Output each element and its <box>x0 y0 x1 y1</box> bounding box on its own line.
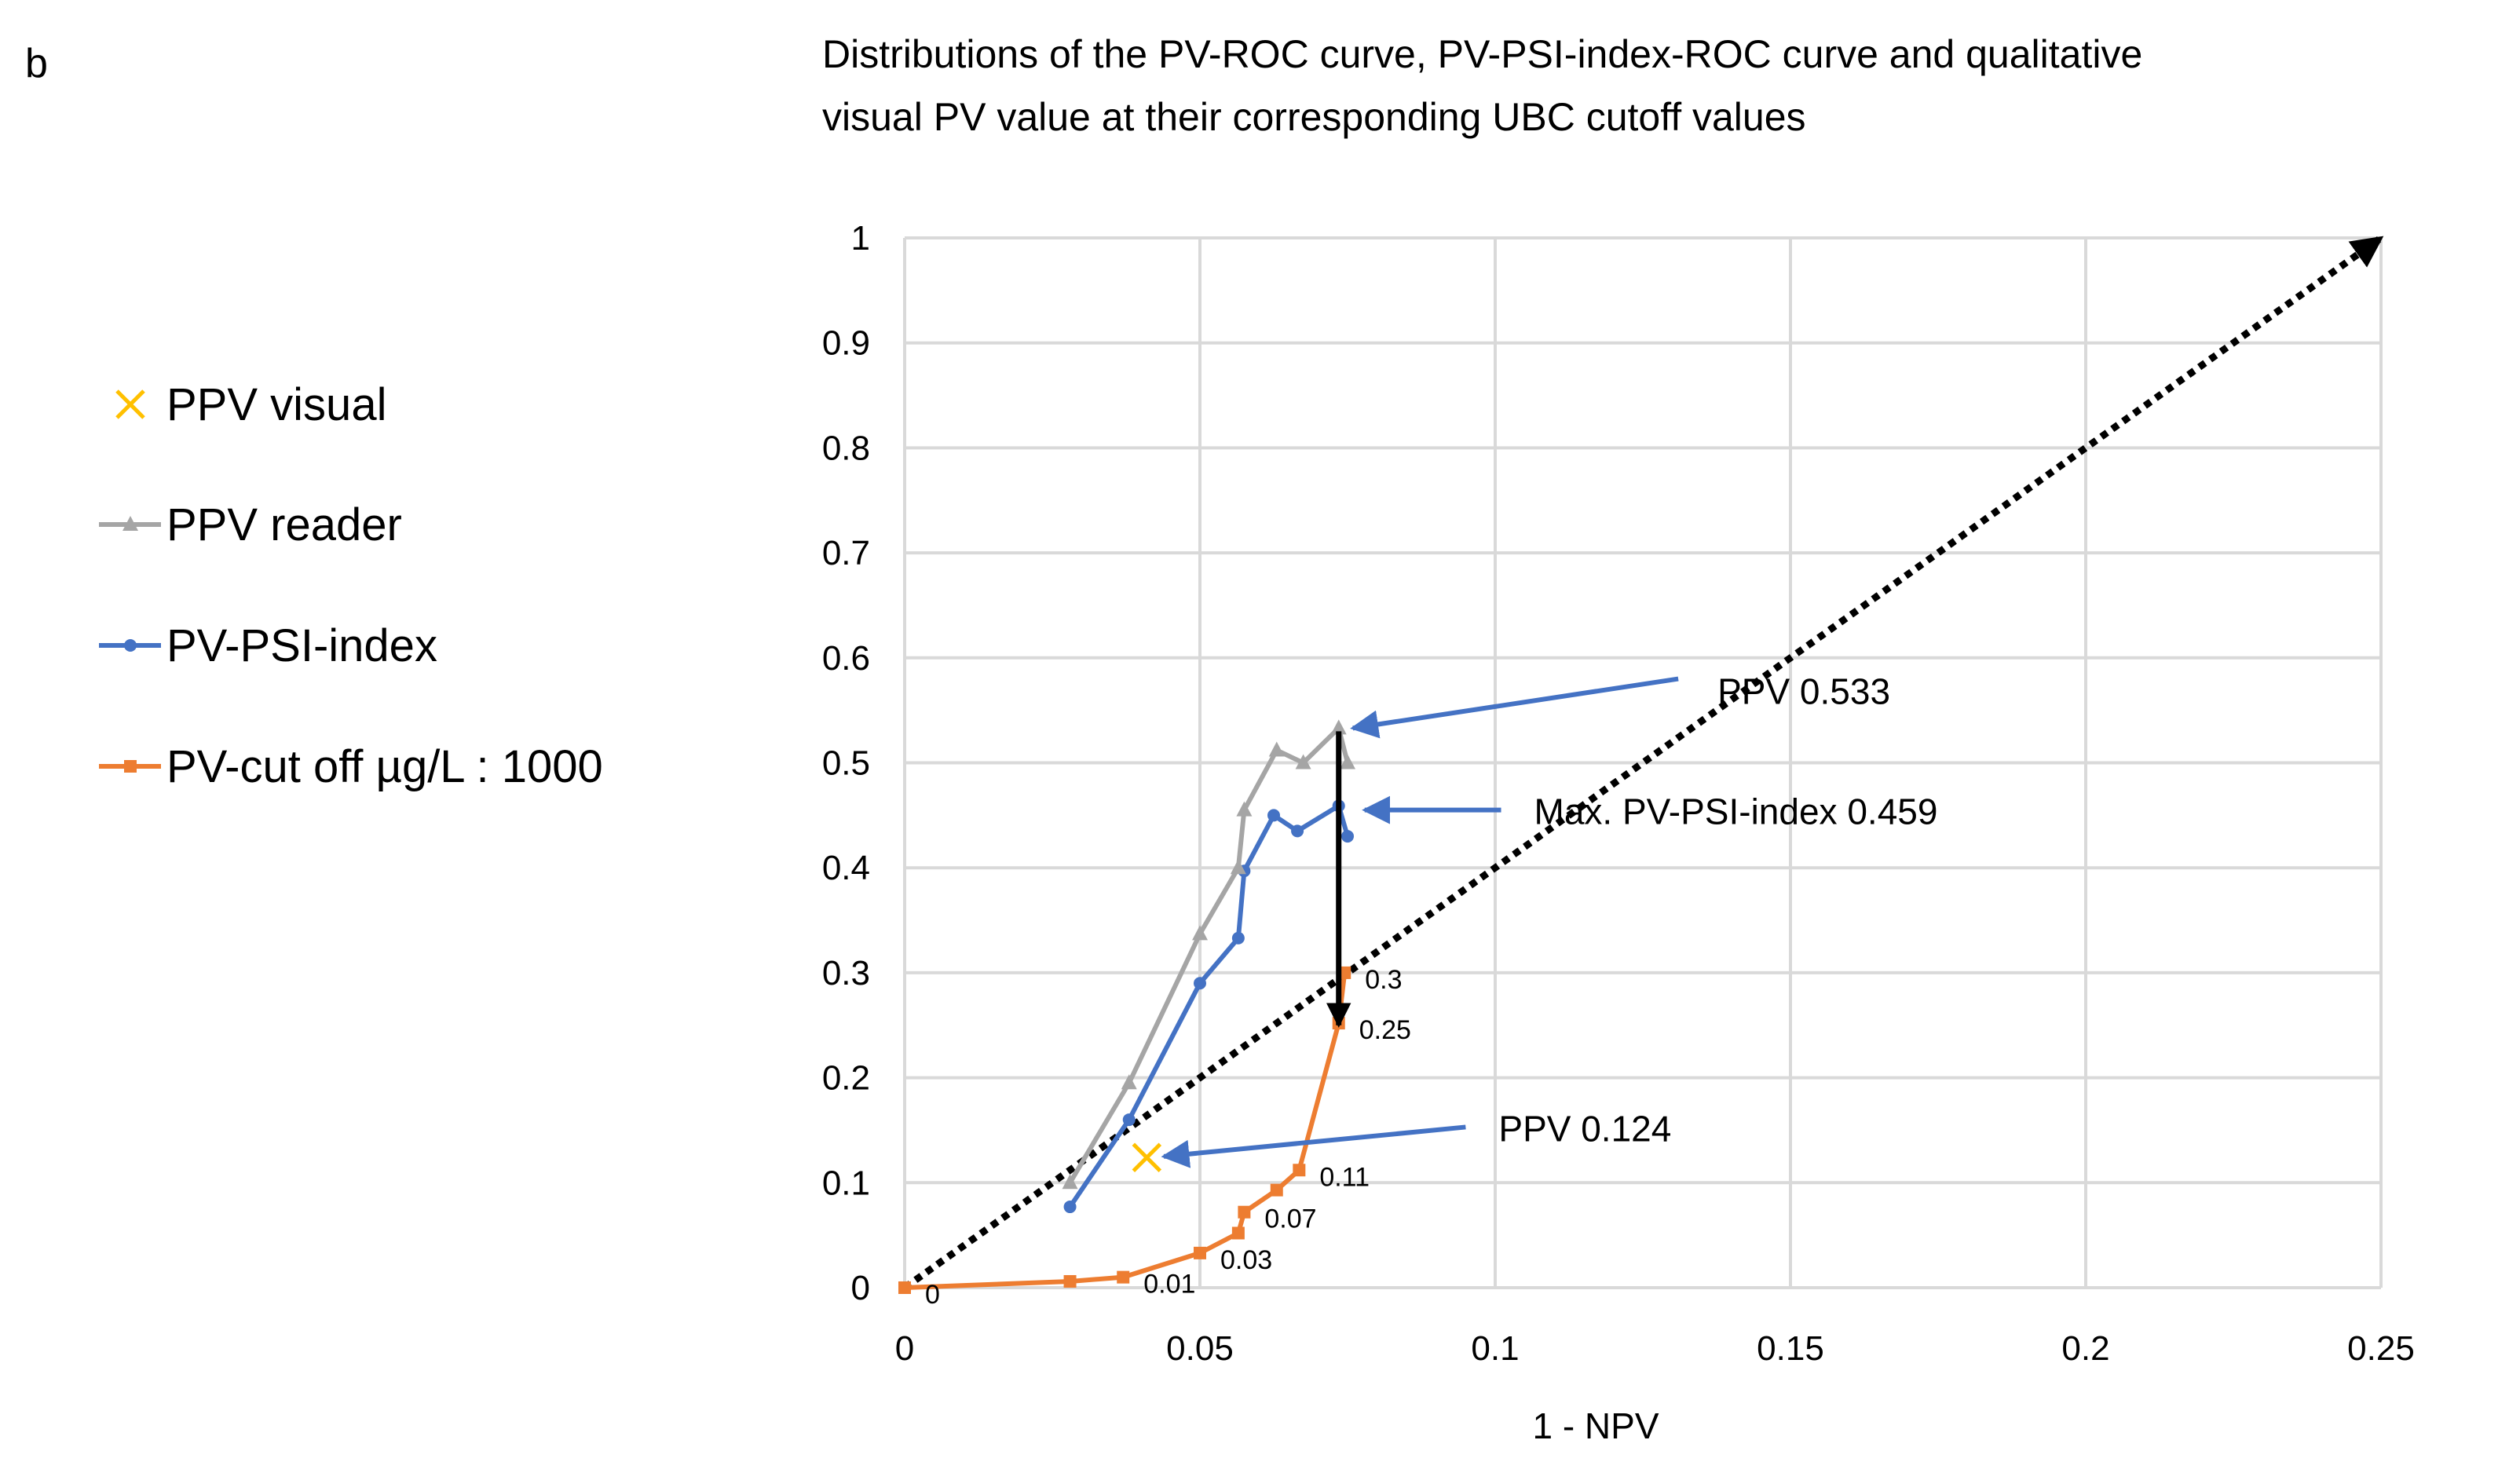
diagonal-reference <box>902 235 2384 1291</box>
legend-item: PV-PSI-index <box>99 620 437 671</box>
series-3 <box>898 966 1351 1294</box>
chart-title-line-2: visual PV value at their corresponding U… <box>822 95 1806 139</box>
series-group <box>898 719 1355 1294</box>
y-axis-tick-labels: 0 0.1 0.2 0.3 0.4 0.5 0.6 0.7 0.8 0.9 1 <box>822 219 870 1307</box>
series-0-point <box>1132 1142 1162 1172</box>
x-tick-label: 0 <box>895 1329 914 1368</box>
x-tick-label: 0.15 <box>1757 1329 1824 1368</box>
legend-swatch-marker <box>124 760 137 773</box>
point-label: 0.11 <box>1319 1162 1370 1192</box>
legend-label: PPV reader <box>166 499 402 550</box>
annotations: PPV 0.533 Max. PV-PSI-index 0.459 PPV 0.12… <box>1161 671 1938 1168</box>
y-tick-label: 1 <box>851 219 870 258</box>
x-tick-label: 0.1 <box>1471 1329 1519 1368</box>
series-1-point <box>1121 1074 1137 1090</box>
series-1-point <box>1330 719 1347 735</box>
series-2-point <box>1341 830 1354 843</box>
y-tick-label: 0.6 <box>822 639 870 678</box>
series-2-point <box>1063 1201 1077 1214</box>
series-3-point <box>1238 1205 1251 1219</box>
legend: PPV visual PPV reader PV-PSI-index PV-cut o… <box>99 379 603 792</box>
y-tick-label: 0.8 <box>822 429 870 467</box>
legend-item: PV-cut off µg/L : 1000 <box>99 741 603 792</box>
series-1-point <box>1268 741 1285 757</box>
x-axis-title: 1 - NPV <box>1532 1405 1659 1446</box>
legend-label: PV-cut off µg/L : 1000 <box>166 741 603 792</box>
series-1-point <box>1192 925 1208 941</box>
y-tick-label: 0.3 <box>822 954 870 992</box>
point-label: 0.03 <box>1220 1245 1272 1275</box>
series-2-point <box>1231 931 1245 945</box>
annotation-label: PPV 0.533 <box>1717 671 1890 712</box>
series-3-point <box>1194 1246 1206 1259</box>
y-tick-label: 0.4 <box>822 849 870 887</box>
x-marker-stroke <box>115 389 145 419</box>
annotation-arrow <box>1350 676 1679 739</box>
y-tick-label: 0.9 <box>822 324 870 363</box>
legend-item: PPV reader <box>99 499 402 550</box>
point-label: 0.3 <box>1365 965 1402 995</box>
annotation-label: PPV 0.124 <box>1498 1108 1671 1149</box>
x-tick-label: 0.25 <box>2347 1329 2415 1368</box>
series-3-line <box>902 970 1348 1290</box>
y-tick-label: 0.7 <box>822 534 870 572</box>
series-3-point <box>1117 1270 1130 1284</box>
series-3-point <box>1270 1183 1283 1197</box>
series-2-point <box>1291 824 1304 838</box>
series-1-point <box>1340 754 1355 769</box>
series-3-point <box>1063 1274 1077 1288</box>
chart-title-line-1: Distributions of the PV-ROC curve, PV-PS… <box>822 32 2142 76</box>
gridlines <box>903 236 2383 1289</box>
y-tick-label: 0 <box>851 1269 870 1307</box>
annotation-arrow <box>1161 1124 1466 1168</box>
series-3-point <box>1338 966 1351 979</box>
series-1 <box>1062 719 1355 1190</box>
series-1-point <box>1062 1174 1078 1190</box>
point-label: 0 <box>925 1280 940 1310</box>
point-label: 0.25 <box>1359 1015 1411 1045</box>
point-label: 0.01 <box>1143 1270 1195 1299</box>
legend-label: PV-PSI-index <box>166 620 437 671</box>
series-1-line <box>1067 726 1350 1186</box>
x-tick-label: 0.05 <box>1166 1329 1234 1368</box>
series-1-point <box>1236 801 1253 817</box>
legend-label: PPV visual <box>166 379 386 430</box>
legend-item: PPV visual <box>115 379 386 430</box>
legend-swatch-marker <box>124 639 137 652</box>
series-3-point <box>1293 1164 1306 1177</box>
series-3-point <box>1231 1226 1245 1240</box>
point-labels: 0 0.01 0.03 0.070.11 0.25 0.3 <box>925 965 1411 1310</box>
series-1-point <box>1295 754 1311 769</box>
x-axis-tick-labels: 0 0.05 0.1 0.15 0.2 0.25 <box>895 1329 2415 1368</box>
x-marker-stroke <box>1132 1142 1162 1172</box>
panel-label: b <box>25 41 48 86</box>
y-tick-label: 0.5 <box>822 744 870 783</box>
legend-swatch-marker <box>115 389 145 419</box>
series-0 <box>1132 1142 1162 1172</box>
annotation-label: Max. PV-PSI-index 0.459 <box>1534 791 1938 832</box>
series-2-point <box>1122 1113 1136 1127</box>
legend-swatch-marker <box>123 516 138 531</box>
point-label: 0.07 <box>1264 1204 1316 1234</box>
diagonal-dotted-arrow <box>902 235 2384 1291</box>
x-tick-label: 0.2 <box>2061 1329 2109 1368</box>
series-3-point <box>898 1281 911 1294</box>
y-tick-label: 0.2 <box>822 1059 870 1098</box>
y-tick-label: 0.1 <box>822 1164 870 1202</box>
series-2-point <box>1267 809 1280 822</box>
series-2-point <box>1194 977 1206 990</box>
series-1-point <box>1230 859 1246 875</box>
